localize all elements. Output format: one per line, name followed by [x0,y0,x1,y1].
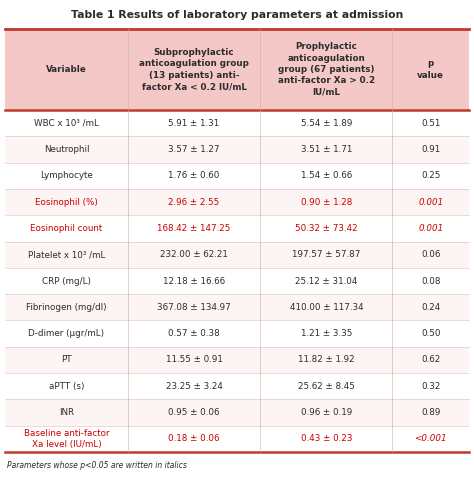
Text: <0.001: <0.001 [414,434,447,443]
Text: 0.91: 0.91 [421,145,440,154]
Text: Parameters whose p<0.05 are written in italics: Parameters whose p<0.05 are written in i… [7,461,187,469]
Text: Eosinophil (%): Eosinophil (%) [35,198,98,207]
Bar [5,268,469,294]
Text: 0.18 ± 0.06: 0.18 ± 0.06 [168,434,220,443]
Text: 5.91 ± 1.31: 5.91 ± 1.31 [168,119,220,127]
Text: 0.06: 0.06 [421,250,440,259]
Bar [5,320,469,347]
Text: 0.95 ± 0.06: 0.95 ± 0.06 [168,408,220,417]
Text: 168.42 ± 147.25: 168.42 ± 147.25 [157,224,231,233]
Text: D-dimer (µgr/mL): D-dimer (µgr/mL) [28,329,105,338]
Text: Variable: Variable [46,65,87,74]
Text: 232.00 ± 62.21: 232.00 ± 62.21 [160,250,228,259]
Text: Prophylactic
anticoagulation
group (67 patients)
anti-factor Xa > 0.2
IU/mL: Prophylactic anticoagulation group (67 p… [278,42,375,97]
Text: 0.001: 0.001 [418,198,443,207]
Text: 12.18 ± 16.66: 12.18 ± 16.66 [163,277,225,285]
Text: Neutrophil: Neutrophil [44,145,89,154]
Text: 0.51: 0.51 [421,119,440,127]
Text: 0.57 ± 0.38: 0.57 ± 0.38 [168,329,220,338]
Bar [5,163,469,189]
Text: 0.89: 0.89 [421,408,440,417]
Text: 23.25 ± 3.24: 23.25 ± 3.24 [165,382,222,391]
Bar [5,294,469,320]
Text: p
value: p value [417,59,444,80]
Text: Baseline anti-factor
Xa level (IU/mL): Baseline anti-factor Xa level (IU/mL) [24,429,109,449]
Text: Platelet x 10³ /mL: Platelet x 10³ /mL [28,250,105,259]
Text: 0.24: 0.24 [421,303,440,312]
Text: 0.25: 0.25 [421,171,440,180]
Text: 0.08: 0.08 [421,277,440,285]
Text: 25.62 ± 8.45: 25.62 ± 8.45 [298,382,355,391]
Bar [5,400,469,426]
Text: 3.57 ± 1.27: 3.57 ± 1.27 [168,145,220,154]
Text: 3.51 ± 1.71: 3.51 ± 1.71 [301,145,352,154]
Text: 1.54 ± 0.66: 1.54 ± 0.66 [301,171,352,180]
Text: 410.00 ± 117.34: 410.00 ± 117.34 [290,303,363,312]
Text: 11.55 ± 0.91: 11.55 ± 0.91 [165,355,222,365]
Text: 1.76 ± 0.60: 1.76 ± 0.60 [168,171,220,180]
Bar [5,347,469,373]
Text: 0.43 ± 0.23: 0.43 ± 0.23 [301,434,352,443]
Text: 0.32: 0.32 [421,382,440,391]
Text: PT: PT [61,355,72,365]
Text: aPTT (s): aPTT (s) [49,382,84,391]
Text: 25.12 ± 31.04: 25.12 ± 31.04 [295,277,357,285]
Text: 0.001: 0.001 [418,224,443,233]
Text: WBC x 10³ /mL: WBC x 10³ /mL [34,119,99,127]
Text: 50.32 ± 73.42: 50.32 ± 73.42 [295,224,357,233]
Bar [5,215,469,242]
Text: 0.62: 0.62 [421,355,440,365]
Text: Table 1 Results of laboratory parameters at admission: Table 1 Results of laboratory parameters… [71,10,403,21]
Text: 367.08 ± 134.97: 367.08 ± 134.97 [157,303,231,312]
Text: CRP (mg/L): CRP (mg/L) [42,277,91,285]
Text: 2.96 ± 2.55: 2.96 ± 2.55 [168,198,220,207]
Text: INR: INR [59,408,74,417]
Text: 0.90 ± 1.28: 0.90 ± 1.28 [301,198,352,207]
Text: 197.57 ± 57.87: 197.57 ± 57.87 [292,250,361,259]
Bar [5,373,469,400]
Text: Lymphocyte: Lymphocyte [40,171,93,180]
Text: 5.54 ± 1.89: 5.54 ± 1.89 [301,119,352,127]
Text: 1.21 ± 3.35: 1.21 ± 3.35 [301,329,352,338]
Text: Subprophylactic
anticoagulation group
(13 patients) anti-
factor Xa < 0.2 IU/mL: Subprophylactic anticoagulation group (1… [139,48,249,91]
Text: 0.96 ± 0.19: 0.96 ± 0.19 [301,408,352,417]
Text: Eosinophil count: Eosinophil count [30,224,102,233]
Text: 11.82 ± 1.92: 11.82 ± 1.92 [298,355,355,365]
Bar [5,110,469,136]
Bar [5,136,469,163]
Bar [5,29,469,110]
Bar [5,426,469,452]
Bar [5,242,469,268]
Bar [5,189,469,215]
Text: Fibrinogen (mg/dl): Fibrinogen (mg/dl) [26,303,107,312]
Text: 0.50: 0.50 [421,329,440,338]
